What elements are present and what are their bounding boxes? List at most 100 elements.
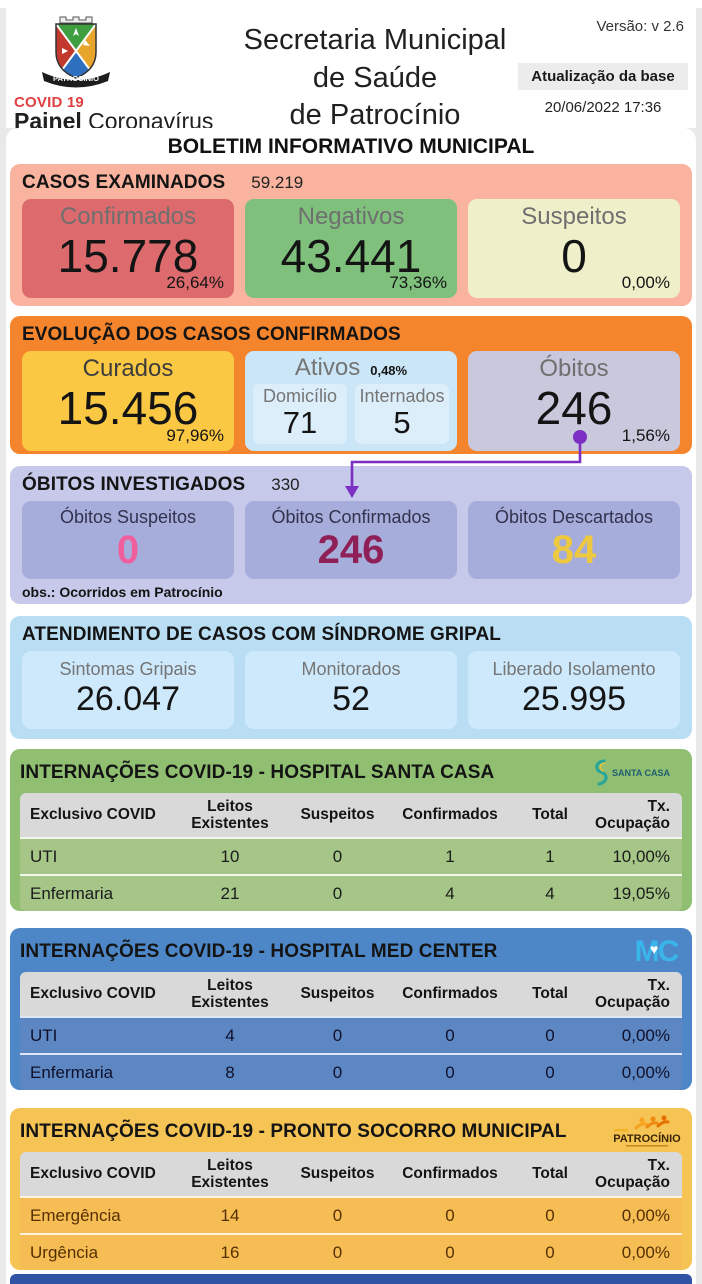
table-row: Enfermaria 21 0 4 4 19,05% [20, 874, 682, 911]
row-label: UTI [30, 1025, 58, 1045]
obitos-note: obs.: Ocorridos em Patrocínio [22, 584, 223, 600]
dashboard-panel: BOLETIM INFORMATIVO MUNICIPAL CASOS EXAM… [6, 128, 696, 1284]
card-label: Suspeitos [521, 203, 627, 230]
section-title: ÓBITOS INVESTIGADOS [22, 474, 246, 495]
section-header: ÓBITOS INVESTIGADOS 330 [22, 474, 680, 496]
cell-value: 0 [332, 1242, 343, 1262]
obitos-total: 330 [271, 475, 300, 494]
table-header-row: Exclusivo COVID Leitos Existentes Suspei… [20, 793, 682, 837]
cell-value: 14 [220, 1205, 240, 1225]
column-header: Total [532, 985, 568, 1003]
column-header: Exclusivo COVID [30, 985, 156, 1003]
page-title-line2: de Patrocínio [289, 99, 461, 132]
hospital-header: INTERNAÇÕES COVID-19 - HOSPITAL MED CENT… [20, 935, 682, 968]
column-header: Confirmados [402, 1165, 498, 1183]
card-label: Curados [82, 355, 174, 382]
table-header-row: Exclusivo COVID Leitos Existentes Suspei… [20, 1152, 682, 1196]
table-row: UTI 10 0 1 1 10,00% [20, 837, 682, 874]
card-percent: 73,36% [389, 273, 447, 292]
base-update-timestamp: 20/06/2022 17:36 [544, 99, 662, 116]
card-suspeitos: Suspeitos 0 0,00% [468, 199, 680, 298]
card-value: 26.047 [76, 680, 180, 718]
section-title: EVOLUÇÃO DOS CASOS CONFIRMADOS [22, 324, 401, 345]
app-header: PATROCÍNIO COVID 19 Painel Coronavírus S… [6, 8, 696, 134]
section-casos-examinados: CASOS EXAMINADOS 59.219 Confirmados 15.7… [10, 164, 692, 306]
evolution-cards: Curados 15.456 97,96% Ativos 0,48% Domic… [22, 351, 680, 451]
column-header: Tx. Ocupação [595, 1156, 670, 1191]
section-title: ATENDIMENTO DE CASOS COM SÍNDROME GRIPAL [22, 624, 502, 645]
card-percent: 0,48% [370, 363, 408, 378]
column-header: Total [532, 806, 568, 824]
card-value: 0 [116, 528, 140, 572]
column-header: Confirmados [402, 806, 498, 824]
card-percent: 97,96% [166, 426, 224, 445]
crest-banner-text: PATROCÍNIO [53, 74, 99, 83]
card-label: Óbitos [539, 355, 609, 382]
card-label: Óbitos Descartados [494, 507, 654, 527]
cell-value: 0 [545, 1062, 555, 1082]
cell-value: 0,00% [621, 1062, 670, 1082]
column-header: Exclusivo COVID [30, 1165, 156, 1183]
section-header: ATENDIMENTO DE CASOS COM SÍNDROME GRIPAL [22, 624, 680, 646]
card-value: 25.995 [522, 680, 626, 718]
next-section-edge [10, 1274, 692, 1284]
row-label: Emergência [30, 1205, 121, 1225]
column-header: Leitos Existentes [191, 797, 269, 832]
section-title: CASOS EXAMINADOS [22, 172, 226, 193]
column-header: Leitos Existentes [191, 1156, 269, 1191]
hospital-table: Exclusivo COVID Leitos Existentes Suspei… [20, 793, 682, 911]
card-label: Monitorados [301, 659, 401, 679]
cell-value: 0,00% [621, 1025, 670, 1045]
med-center-logo-text: MC [634, 935, 680, 968]
column-header: Tx. Ocupação [595, 797, 670, 832]
hospital-header: INTERNAÇÕES COVID-19 - PRONTO SOCORRO MU… [20, 1115, 682, 1148]
card-obitos-descartados: Óbitos Descartados 84 [468, 501, 680, 579]
section-evolucao-casos: EVOLUÇÃO DOS CASOS CONFIRMADOS Curados 1… [10, 316, 692, 454]
card-label: Óbitos Confirmados [271, 507, 431, 527]
card-sintomas-gripais: Sintomas Gripais 26.047 [22, 651, 234, 729]
page-title-line1: Secretaria Municipal de Saúde [243, 24, 507, 94]
section-obitos-investigados: ÓBITOS INVESTIGADOS 330 Óbitos Suspeitos… [10, 466, 692, 604]
page-title: Secretaria Municipal de Saúde de Patrocí… [232, 10, 518, 131]
row-label: Urgência [30, 1242, 99, 1262]
exams-cards: Confirmados 15.778 26,64% Negativos 43.4… [22, 199, 680, 298]
cell-value: 0 [545, 1242, 555, 1262]
card-confirmados: Confirmados 15.778 26,64% [22, 199, 234, 298]
card-liberado-isolamento: Liberado Isolamento 25.995 [468, 651, 680, 729]
card-value: 43.441 [280, 230, 422, 282]
row-label: Enfermaria [30, 883, 114, 903]
column-header: Suspeitos [300, 985, 375, 1003]
card-value: 5 [393, 405, 411, 440]
card-label: Ativos [294, 354, 361, 381]
table-row: Urgência 16 0 0 0 0,00% [20, 1233, 682, 1270]
cell-value: 0 [332, 883, 343, 903]
card-ativos: Ativos 0,48% Domicílio 71 Internados 5 [245, 351, 457, 451]
section-sindrome-gripal: ATENDIMENTO DE CASOS COM SÍNDROME GRIPAL… [10, 616, 692, 739]
heart-icon: ♥ [650, 941, 659, 957]
table-row: Emergência 14 0 0 0 0,00% [20, 1196, 682, 1233]
covid19-label: COVID 19 [14, 94, 84, 111]
cell-value: 0 [445, 1062, 455, 1082]
cell-value: 19,05% [612, 883, 670, 903]
column-header: Tx. Ocupação [595, 976, 670, 1011]
card-label: Internados [359, 386, 445, 406]
bulletin-title: BOLETIM INFORMATIVO MUNICIPAL [167, 135, 535, 158]
section-pronto-socorro: INTERNAÇÕES COVID-19 - PRONTO SOCORRO MU… [10, 1108, 692, 1270]
column-header: Suspeitos [300, 806, 375, 824]
card-value: 84 [551, 528, 597, 572]
column-header: Confirmados [402, 985, 498, 1003]
hospital-table: Exclusivo COVID Leitos Existentes Suspei… [20, 1152, 682, 1270]
cell-value: 0 [332, 1062, 343, 1082]
cell-value: 0 [545, 1205, 555, 1225]
table-row: UTI 4 0 0 0 0,00% [20, 1016, 682, 1053]
hospital-title: INTERNAÇÕES COVID-19 - HOSPITAL SANTA CA… [20, 762, 495, 783]
card-obitos-suspeitos: Óbitos Suspeitos 0 [22, 501, 234, 579]
municipal-crest-logo: PATROCÍNIO [42, 16, 110, 88]
top-strip [0, 0, 702, 8]
cell-value: 0,00% [621, 1242, 670, 1262]
section-header: EVOLUÇÃO DOS CASOS CONFIRMADOS [22, 324, 680, 346]
card-value: 71 [282, 405, 318, 440]
card-label: Liberado Isolamento [492, 659, 656, 679]
hospital-title: INTERNAÇÕES COVID-19 - HOSPITAL MED CENT… [20, 941, 498, 962]
column-header: Suspeitos [300, 1165, 375, 1183]
